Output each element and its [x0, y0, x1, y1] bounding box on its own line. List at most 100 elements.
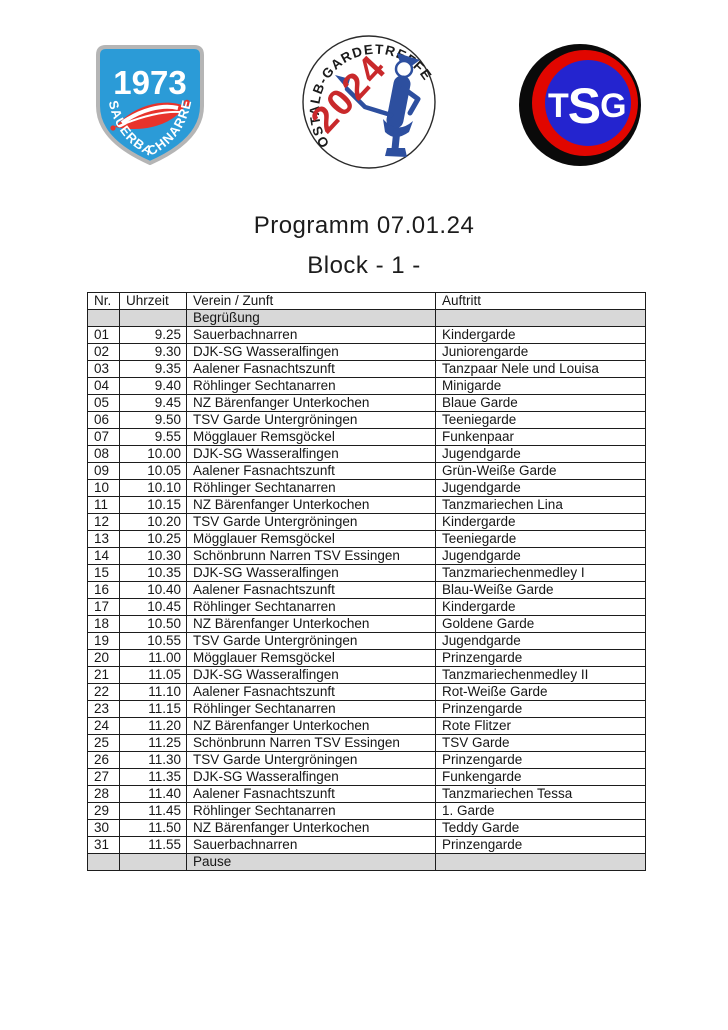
- row-nr: 14: [87, 547, 120, 565]
- row-auftritt: Blau-Weiße Garde: [435, 581, 646, 599]
- row-uhrzeit: 10.15: [119, 496, 187, 514]
- table-row: 15 10.35 DJK-SG Wasseralfingen Tanzmarie…: [87, 564, 646, 582]
- row-nr: 19: [87, 632, 120, 650]
- row-verein: NZ Bärenfanger Unterkochen: [186, 496, 436, 514]
- row-nr: 09: [87, 462, 120, 480]
- table-row: 07 9.55 Mögglauer Remsgöckel Funkenpaar: [87, 428, 646, 446]
- row-uhrzeit: 11.05: [119, 666, 187, 684]
- row-nr: 11: [87, 496, 120, 514]
- row-verein: NZ Bärenfanger Unterkochen: [186, 394, 436, 412]
- row-auftritt: Teeniegarde: [435, 411, 646, 429]
- row-auftritt: Rot-Weiße Garde: [435, 683, 646, 701]
- row-uhrzeit: 10.50: [119, 615, 187, 633]
- row-uhrzeit: 9.55: [119, 428, 187, 446]
- row-uhrzeit: 10.45: [119, 598, 187, 616]
- table-row: 31 11.55 Sauerbachnarren Prinzengarde: [87, 836, 646, 854]
- section-empty-cell: [435, 853, 646, 871]
- row-auftritt: Funkengarde: [435, 768, 646, 786]
- row-uhrzeit: 11.15: [119, 700, 187, 718]
- program-table-body: Begrüßung 01 9.25 Sauerbachnarren Kinder…: [87, 309, 646, 871]
- row-uhrzeit: 10.25: [119, 530, 187, 548]
- row-uhrzeit: 11.10: [119, 683, 187, 701]
- row-auftritt: Kindergarde: [435, 513, 646, 531]
- row-auftritt: Jugendgarde: [435, 632, 646, 650]
- row-uhrzeit: 11.25: [119, 734, 187, 752]
- table-row: 02 9.30 DJK-SG Wasseralfingen Juniorenga…: [87, 343, 646, 361]
- row-uhrzeit: 10.10: [119, 479, 187, 497]
- row-verein: TSV Garde Untergröningen: [186, 513, 436, 531]
- pause-label: Pause: [186, 853, 436, 871]
- row-auftritt: Jugendgarde: [435, 547, 646, 565]
- row-uhrzeit: 10.20: [119, 513, 187, 531]
- row-uhrzeit: 10.00: [119, 445, 187, 463]
- row-uhrzeit: 11.00: [119, 649, 187, 667]
- table-row: 17 10.45 Röhlinger Sechtanarren Kinderga…: [87, 598, 646, 616]
- table-row: 22 11.10 Aalener Fasnachtszunft Rot-Weiß…: [87, 683, 646, 701]
- row-verein: DJK-SG Wasseralfingen: [186, 445, 436, 463]
- table-row: 09 10.05 Aalener Fasnachtszunft Grün-Wei…: [87, 462, 646, 480]
- table-header-row: Nr. Uhrzeit Verein / Zunft Auftritt: [87, 292, 646, 310]
- table-row: 20 11.00 Mögglauer Remsgöckel Prinzengar…: [87, 649, 646, 667]
- row-nr: 30: [87, 819, 120, 837]
- tsg-logo: TSG: [519, 44, 641, 166]
- row-uhrzeit: 10.40: [119, 581, 187, 599]
- row-nr: 03: [87, 360, 120, 378]
- row-verein: Röhlinger Sechtanarren: [186, 598, 436, 616]
- table-row: 25 11.25 Schönbrunn Narren TSV Essingen …: [87, 734, 646, 752]
- row-verein: DJK-SG Wasseralfingen: [186, 343, 436, 361]
- table-row: 11 10.15 NZ Bärenfanger Unterkochen Tanz…: [87, 496, 646, 514]
- row-auftritt: TSV Garde: [435, 734, 646, 752]
- table-row: 30 11.50 NZ Bärenfanger Unterkochen Tedd…: [87, 819, 646, 837]
- header-uhrzeit: Uhrzeit: [119, 292, 187, 310]
- row-uhrzeit: 11.45: [119, 802, 187, 820]
- row-verein: Röhlinger Sechtanarren: [186, 802, 436, 820]
- program-table: Nr. Uhrzeit Verein / Zunft Auftritt Begr…: [87, 292, 646, 871]
- row-nr: 20: [87, 649, 120, 667]
- table-row: 28 11.40 Aalener Fasnachtszunft Tanzmari…: [87, 785, 646, 803]
- row-nr: 27: [87, 768, 120, 786]
- row-auftritt: Prinzengarde: [435, 649, 646, 667]
- row-auftritt: Tanzmariechenmedley I: [435, 564, 646, 582]
- table-row: 04 9.40 Röhlinger Sechtanarren Minigarde: [87, 377, 646, 395]
- row-verein: DJK-SG Wasseralfingen: [186, 768, 436, 786]
- header-auftritt: Auftritt: [435, 292, 646, 310]
- row-auftritt: Tanzmariechen Tessa: [435, 785, 646, 803]
- row-nr: 13: [87, 530, 120, 548]
- tsg-label: TSG: [548, 78, 626, 134]
- row-nr: 29: [87, 802, 120, 820]
- table-row: 27 11.35 DJK-SG Wasseralfingen Funkengar…: [87, 768, 646, 786]
- row-nr: 18: [87, 615, 120, 633]
- row-nr: 05: [87, 394, 120, 412]
- row-verein: NZ Bärenfanger Unterkochen: [186, 819, 436, 837]
- header-verein: Verein / Zunft: [186, 292, 436, 310]
- row-uhrzeit: 11.40: [119, 785, 187, 803]
- header-nr: Nr.: [87, 292, 120, 310]
- row-nr: 07: [87, 428, 120, 446]
- row-nr: 24: [87, 717, 120, 735]
- table-row: 05 9.45 NZ Bärenfanger Unterkochen Blaue…: [87, 394, 646, 412]
- row-nr: 28: [87, 785, 120, 803]
- row-auftritt: Rote Flitzer: [435, 717, 646, 735]
- row-uhrzeit: 9.25: [119, 326, 187, 344]
- row-nr: 17: [87, 598, 120, 616]
- row-uhrzeit: 11.35: [119, 768, 187, 786]
- row-uhrzeit: 9.45: [119, 394, 187, 412]
- table-row: 03 9.35 Aalener Fasnachtszunft Tanzpaar …: [87, 360, 646, 378]
- section-empty-cell: [87, 853, 120, 871]
- row-verein: NZ Bärenfanger Unterkochen: [186, 615, 436, 633]
- garde-dancer-figure: [335, 53, 421, 157]
- row-verein: TSV Garde Untergröningen: [186, 632, 436, 650]
- row-nr: 01: [87, 326, 120, 344]
- gardetreffen-logo: OSTALB-GARDETREFFEN 2024: [299, 31, 436, 169]
- row-nr: 06: [87, 411, 120, 429]
- begruessung-label: Begrüßung: [186, 309, 436, 327]
- table-row: 13 10.25 Mögglauer Remsgöckel Teeniegard…: [87, 530, 646, 548]
- row-nr: 12: [87, 513, 120, 531]
- row-uhrzeit: 11.55: [119, 836, 187, 854]
- row-verein: Aalener Fasnachtszunft: [186, 360, 436, 378]
- row-nr: 08: [87, 445, 120, 463]
- row-auftritt: Tanzpaar Nele und Louisa: [435, 360, 646, 378]
- row-auftritt: Kindergarde: [435, 598, 646, 616]
- row-verein: Röhlinger Sechtanarren: [186, 479, 436, 497]
- table-row: 23 11.15 Röhlinger Sechtanarren Prinzeng…: [87, 700, 646, 718]
